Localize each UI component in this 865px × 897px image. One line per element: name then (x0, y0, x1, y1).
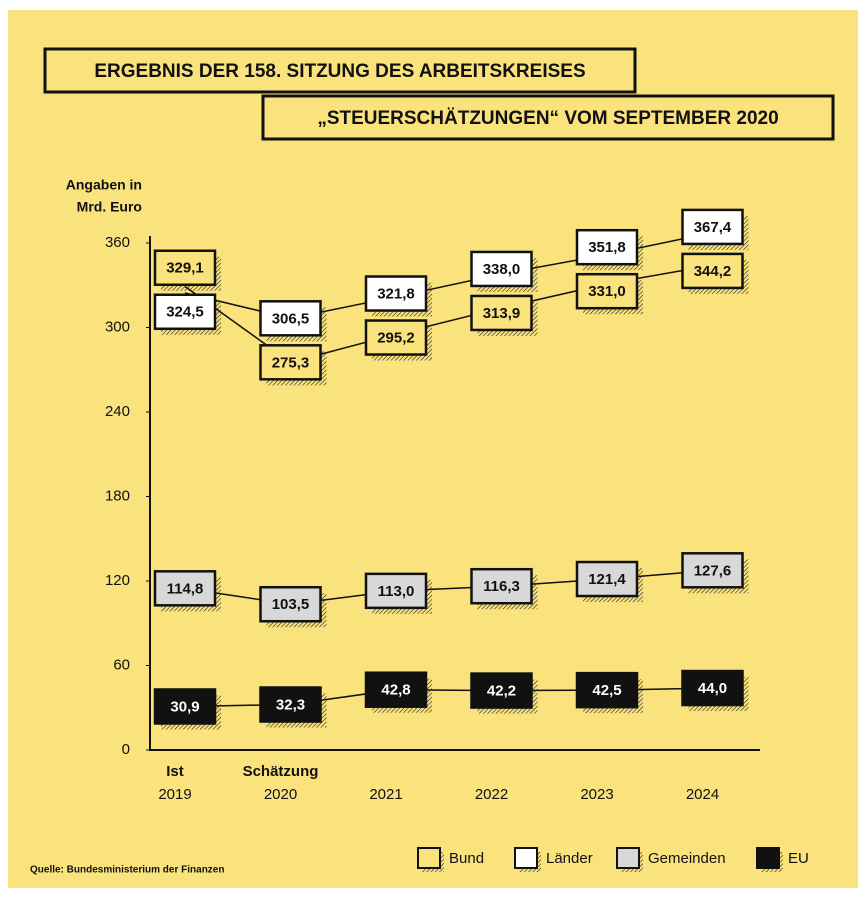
value-box (575, 671, 639, 709)
y-tick-label: 180 (105, 487, 130, 504)
value-box (259, 585, 322, 623)
value-box (364, 319, 428, 356)
data-label: 306,5 (272, 310, 310, 327)
legend-swatch (514, 847, 538, 869)
data-label: 329,1 (166, 260, 204, 277)
value-box (681, 252, 744, 290)
value-box (470, 294, 533, 332)
y-tick-label: 240 (105, 403, 130, 420)
data-label: 367,4 (694, 219, 732, 236)
title-box (261, 94, 835, 141)
y-axis-label: Mrd. Euro (77, 199, 142, 215)
x-tick-label: 2024 (686, 786, 719, 803)
data-label: 324,5 (166, 304, 204, 321)
data-label: 275,3 (272, 354, 310, 371)
data-label: 344,2 (694, 263, 732, 280)
y-tick-label: 0 (122, 741, 130, 758)
value-box (259, 300, 322, 337)
value-box (364, 572, 428, 610)
data-label: 295,2 (377, 329, 415, 346)
legend-label: Bund (449, 850, 484, 867)
x-tick-label: 2023 (580, 786, 613, 803)
data-label: 114,8 (167, 580, 204, 597)
chart-title: ERGEBNIS DER 158. SITZUNG DES ARBEITSKRE… (94, 61, 585, 82)
x-tick-label: 2020 (264, 786, 297, 803)
data-label: 30,9 (170, 698, 199, 715)
background (8, 10, 858, 888)
data-label: 42,5 (592, 682, 621, 699)
value-box (470, 672, 533, 709)
title-box (43, 47, 637, 94)
data-label: 351,8 (588, 239, 626, 256)
x-tick-label: 2019 (158, 786, 191, 803)
value-box (153, 249, 217, 287)
legend-swatch (417, 847, 441, 869)
y-axis-label: Angaben in (66, 177, 142, 193)
y-tick-label: 360 (105, 234, 130, 251)
value-box (575, 560, 639, 598)
data-label: 338,0 (483, 261, 521, 278)
value-box (575, 272, 639, 310)
source: Quelle: Bundesministerium der Finanzen (30, 865, 224, 876)
value-box (259, 686, 322, 723)
data-label: 116,3 (483, 578, 520, 595)
value-box (681, 669, 744, 707)
value-box (259, 344, 322, 381)
data-label: 42,2 (487, 683, 516, 700)
x-tick-label: 2021 (369, 786, 402, 803)
y-tick-label: 60 (113, 656, 130, 673)
annotation: Ist (166, 763, 184, 780)
value-box (681, 552, 744, 589)
data-label: 44,0 (698, 680, 727, 697)
value-box (364, 671, 428, 708)
data-label: 113,0 (378, 583, 415, 600)
value-box (153, 570, 217, 607)
value-box (575, 228, 639, 266)
data-label: 42,8 (381, 682, 410, 699)
value-box (470, 567, 533, 605)
value-box (153, 688, 217, 725)
data-label: 103,5 (272, 596, 310, 613)
chart-title: „STEUERSCHÄTZUNGEN“ VOM SEPTEMBER 2020 (317, 108, 778, 129)
legend-swatch (616, 847, 640, 869)
legend-label: EU (788, 850, 809, 867)
annotation: Schätzung (243, 763, 319, 780)
data-label: 331,0 (588, 283, 626, 300)
legend-label: Gemeinden (648, 850, 726, 867)
y-tick-label: 300 (105, 318, 130, 335)
x-tick-label: 2022 (475, 786, 508, 803)
data-label: 121,4 (588, 571, 626, 588)
value-box (153, 293, 217, 331)
data-label: 127,6 (694, 562, 732, 579)
data-label: 32,3 (276, 696, 305, 713)
value-box (470, 250, 533, 288)
y-tick-label: 120 (105, 572, 130, 589)
value-box (364, 275, 428, 312)
legend-swatch (756, 847, 780, 869)
value-box (681, 208, 744, 246)
data-label: 321,8 (377, 285, 415, 302)
legend-label: Länder (546, 850, 593, 867)
data-label: 313,9 (483, 305, 521, 322)
